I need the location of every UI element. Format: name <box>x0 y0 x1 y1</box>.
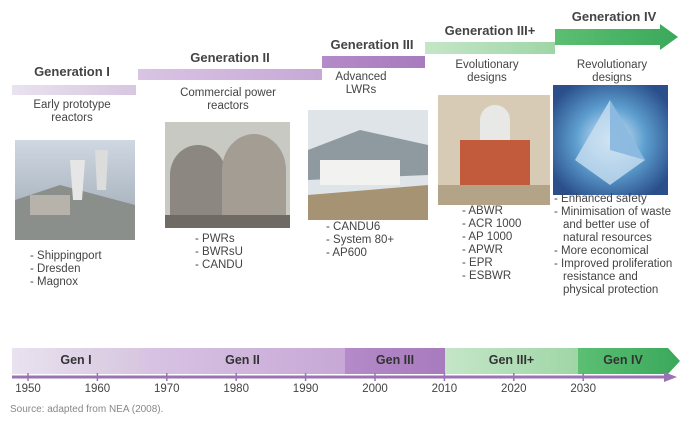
example-item: PWRs <box>195 233 305 246</box>
gen3-photo <box>308 110 428 220</box>
year-label: 2010 <box>424 383 464 395</box>
generation-title: Generation II <box>160 50 300 65</box>
gen1-photo <box>15 140 135 240</box>
example-item: ESBWR <box>462 270 552 283</box>
year-label: 2030 <box>563 383 603 395</box>
year-label: 1990 <box>286 383 326 395</box>
example-item: APWR <box>462 244 552 257</box>
band-label: Gen III+ <box>445 348 578 373</box>
gen2-bar <box>138 69 322 80</box>
example-item: Shippingport <box>30 250 150 263</box>
example-list: PWRsBWRsUCANDU <box>195 233 305 272</box>
band-label: Gen IV <box>578 348 668 373</box>
generation-description: Commercial power reactors <box>163 87 293 113</box>
generation-title: Generation III+ <box>420 23 560 38</box>
band-label: Gen II <box>140 348 345 373</box>
example-item: AP 1000 <box>462 231 552 244</box>
example-list: Enhanced safetyMinimisation of waste and… <box>554 193 680 297</box>
gen3-bar <box>322 56 425 68</box>
generation-description: Revolutionary designs <box>562 59 662 85</box>
generation-description: Advanced LWRs <box>321 71 401 97</box>
year-label: 2020 <box>494 383 534 395</box>
example-item: CANDU <box>195 259 305 272</box>
year-label: 1980 <box>216 383 256 395</box>
generation-title: Generation I <box>2 64 142 79</box>
year-label: 1970 <box>147 383 187 395</box>
example-list: ShippingportDresdenMagnox <box>30 250 150 289</box>
year-label: 1950 <box>8 383 48 395</box>
example-list: ABWRACR 1000AP 1000APWREPRESBWR <box>462 205 552 283</box>
example-item: AP600 <box>326 247 426 260</box>
gen4-photo <box>553 85 668 195</box>
example-item: System 80+ <box>326 234 426 247</box>
example-item: CANDU6 <box>326 221 426 234</box>
generation-title: Generation IV <box>544 9 680 24</box>
year-label: 1960 <box>77 383 117 395</box>
year-label: 2000 <box>355 383 395 395</box>
example-item: Magnox <box>30 276 150 289</box>
gen3plus-photo <box>438 95 550 205</box>
generation-description: Early prototype reactors <box>17 99 127 125</box>
gen2-photo <box>165 122 290 228</box>
example-item: EPR <box>462 257 552 270</box>
gen3plus-bar <box>425 42 555 54</box>
band-label: Gen III <box>345 348 445 373</box>
example-item: Improved proliferation resistance and ph… <box>554 258 680 297</box>
generation-description: Evolutionary designs <box>437 59 537 85</box>
gen4-arrow <box>555 24 678 50</box>
band-label: Gen I <box>12 348 140 373</box>
example-item: ABWR <box>462 205 552 218</box>
example-item: More economical <box>554 245 680 258</box>
generation-title: Generation III <box>302 37 442 52</box>
gen1-bar <box>12 85 136 95</box>
timeline-arrowhead <box>664 372 677 382</box>
example-item: Minimisation of waste and better use of … <box>554 206 680 245</box>
page: {"generations": [ {"title": "Generation … <box>0 0 680 421</box>
example-list: CANDU6System 80+AP600 <box>326 221 426 260</box>
example-item: BWRsU <box>195 246 305 259</box>
example-item: Enhanced safety <box>554 193 680 206</box>
source-note: Source: adapted from NEA (2008). <box>10 404 163 415</box>
example-item: Dresden <box>30 263 150 276</box>
example-item: ACR 1000 <box>462 218 552 231</box>
